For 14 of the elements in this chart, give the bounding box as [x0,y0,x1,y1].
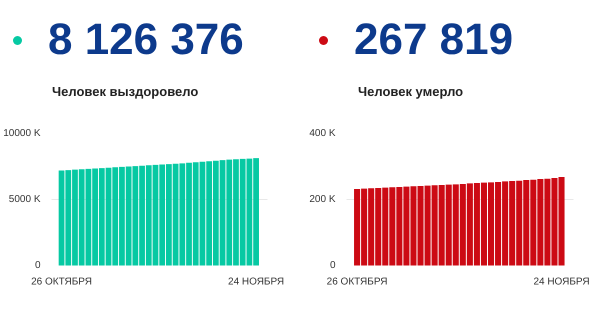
y-tick-label: 10000 K [3,128,41,139]
chart-subtitle: Человек выздоровело [51,83,200,101]
chart-title: 267 819 [354,14,514,66]
x-tick-label: 26 ОКТЯБРЯ [31,276,92,288]
x-tick-label: 24 НОЯБРЯ [533,276,590,288]
y-tick-label: 200 K [309,194,336,205]
y-tick-label: 0 [330,260,336,271]
x-tick-label: 26 ОКТЯБРЯ [326,276,388,288]
y-tick-label: 400 K [309,128,336,139]
chart-title: 8 126 376 [48,14,244,66]
y-tick-label: 5000 K [8,194,41,205]
y-tick-label: 0 [34,260,41,271]
chart-subtitle: Человек умерло [357,83,464,101]
x-tick-label: 24 НОЯБРЯ [228,276,284,288]
